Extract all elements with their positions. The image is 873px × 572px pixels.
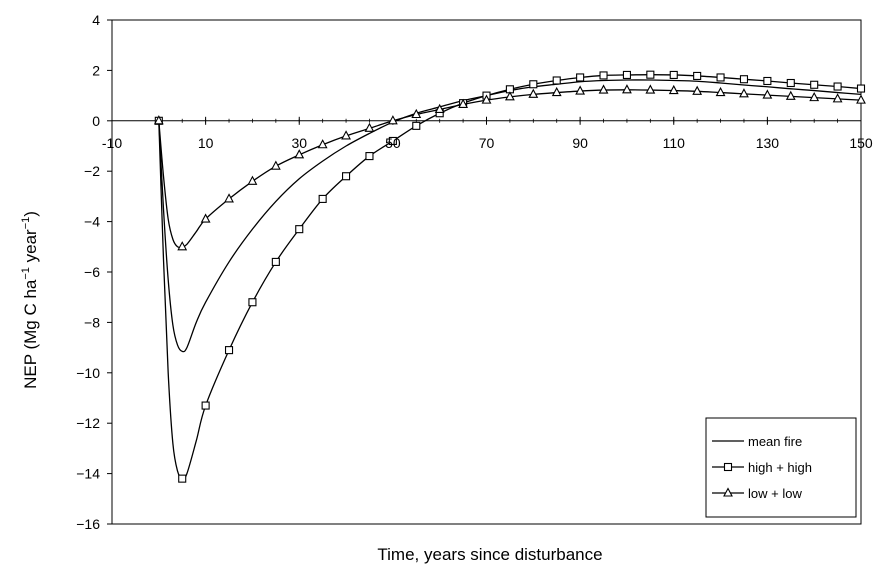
data-point-triangle: [528, 88, 539, 98]
data-point-triangle: [177, 241, 188, 251]
x-tick-label: 130: [756, 135, 780, 151]
data-point-triangle: [411, 108, 422, 119]
data-point-triangle: [458, 98, 469, 108]
y-tick-label: 2: [92, 62, 100, 78]
x-tick-label: -10: [102, 135, 122, 151]
data-point-triangle: [762, 89, 773, 99]
data-point-square: [810, 80, 819, 89]
data-point-square: [739, 75, 749, 84]
data-point-square: [552, 76, 561, 85]
data-point-triangle: [247, 175, 258, 185]
data-point-triangle: [224, 193, 234, 203]
data-point-triangle: [856, 94, 866, 104]
x-tick-label: 30: [291, 135, 307, 151]
data-point-square: [833, 82, 842, 91]
data-point-triangle: [785, 90, 796, 100]
data-point-triangle: [341, 130, 351, 140]
legend-marker-square: [723, 462, 733, 472]
data-point-triangle: [668, 84, 679, 95]
data-point-triangle: [809, 91, 820, 102]
data-point-triangle: [200, 213, 211, 223]
y-axis-title-exp1: −1: [20, 267, 32, 280]
data-point-square: [856, 84, 866, 93]
y-tick-label: −4: [84, 214, 100, 230]
data-point-square: [763, 76, 772, 86]
x-tick-label: 50: [385, 135, 401, 151]
x-tick-label: 70: [479, 135, 495, 151]
x-tick-label: 110: [663, 135, 686, 151]
y-axis-title: NEP (Mg C ha−1 year−1): [20, 211, 40, 389]
series-low-low: [153, 84, 866, 251]
y-axis-title-end: ): [21, 211, 40, 217]
y-axis-title-mid: year: [21, 229, 40, 267]
data-point-square: [388, 136, 397, 146]
x-tick-label: 90: [572, 135, 588, 151]
data-point-triangle: [598, 84, 609, 94]
data-point-triangle: [551, 86, 562, 97]
data-point-square: [529, 80, 538, 89]
x-tick-label: 150: [849, 135, 873, 151]
data-point-square: [646, 70, 655, 79]
tick-labels: 4 2 0 −2 −4 −6 −8 −10 −12 −14 −16 -10 10 30 50 70 90 110 1…: [76, 12, 873, 532]
data-point-triangle: [504, 91, 515, 101]
data-point-triangle: [645, 84, 656, 94]
data-point-square: [318, 194, 327, 203]
data-point-square: [576, 73, 585, 82]
data-point-triangle: [715, 86, 726, 97]
data-point-square: [342, 172, 351, 181]
data-point-square: [693, 71, 702, 80]
data-point-square: [201, 401, 210, 410]
data-point-square: [716, 73, 725, 82]
data-point-square: [365, 152, 374, 161]
data-point-triangle: [481, 94, 492, 104]
series-line: [158, 89, 862, 249]
data-point-triangle: [153, 115, 164, 125]
data-point-square: [599, 71, 608, 80]
y-tick-label: −16: [76, 516, 100, 532]
x-tick-label: 10: [198, 135, 214, 151]
y-tick-label: −10: [76, 365, 100, 381]
x-axis-title: Time, years since disturbance: [377, 545, 602, 564]
legend-label-high-high: high + high: [748, 460, 812, 475]
data-point-square: [178, 474, 187, 483]
series-layer: [153, 70, 866, 483]
data-point-square: [224, 346, 234, 355]
data-point-triangle: [739, 88, 749, 98]
y-tick-label: 0: [92, 113, 100, 129]
data-point-square: [669, 70, 678, 79]
data-point-triangle: [387, 115, 398, 125]
legend-label-low-low: low + low: [748, 486, 802, 501]
legend-label-mean-fire: mean fire: [748, 434, 802, 449]
data-point-triangle: [622, 84, 632, 94]
legend-marker-triangle: [723, 487, 733, 497]
data-point-triangle: [364, 122, 375, 132]
y-tick-label: 4: [92, 12, 100, 28]
data-point-triangle: [692, 85, 703, 95]
data-point-square: [248, 298, 257, 307]
data-point-triangle: [317, 139, 328, 149]
data-point-triangle: [294, 149, 305, 159]
y-tick-label: −14: [76, 466, 100, 482]
data-point-square: [295, 225, 304, 234]
y-tick-label: −2: [84, 163, 100, 179]
y-axis-title-exp2: −1: [20, 217, 32, 230]
data-point-square: [412, 121, 421, 130]
data-point-triangle: [832, 93, 843, 103]
data-point-triangle: [270, 160, 281, 170]
data-point-square: [786, 78, 795, 88]
y-tick-label: −6: [84, 264, 100, 280]
data-point-triangle: [434, 103, 445, 114]
data-point-square: [622, 70, 631, 79]
legend: mean fire high + high low + low: [705, 417, 857, 518]
data-point-square: [271, 257, 280, 266]
series-high-high: [154, 70, 866, 483]
y-tick-label: −8: [84, 314, 100, 330]
y-axis-title-main: NEP (Mg C ha: [21, 279, 40, 389]
y-tick-label: −12: [76, 415, 100, 431]
data-point-triangle: [575, 85, 586, 95]
